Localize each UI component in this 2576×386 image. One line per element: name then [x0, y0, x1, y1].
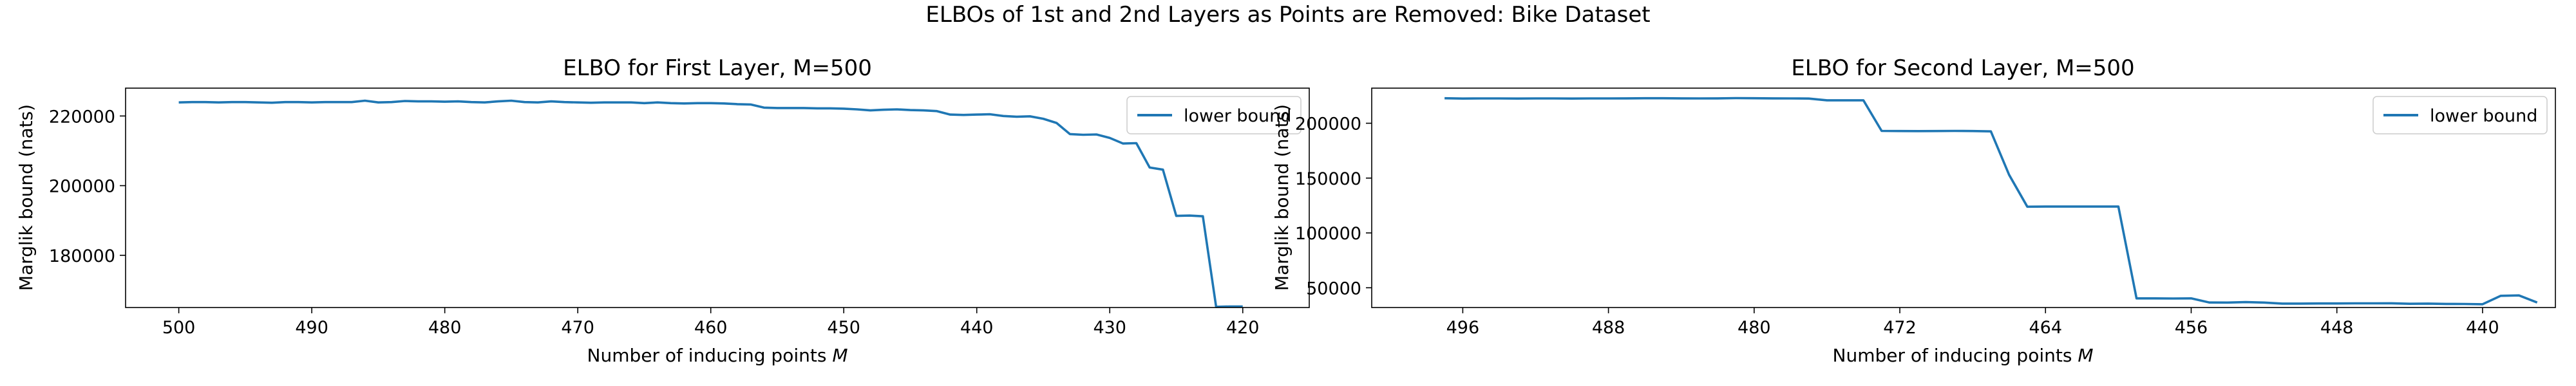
legend-label: lower bound: [1184, 106, 1291, 126]
legend: lower bound: [2372, 96, 2548, 134]
y-axis-label: Marglik bound (nats): [15, 104, 37, 291]
x-tick-label: 420: [1226, 318, 1260, 338]
axes-frame: [125, 87, 1310, 308]
y-tick-label: 180000: [49, 246, 115, 266]
plot-area: [178, 99, 1243, 308]
x-tick-label: 490: [295, 318, 328, 338]
y-tick-label: 200000: [49, 177, 115, 197]
axes-frame: [1371, 87, 2556, 308]
x-axis-label: Number of inducing points M: [587, 345, 848, 366]
y-tick-label: 50000: [1306, 279, 1361, 299]
x-tick-label: 488: [1592, 318, 1625, 338]
legend-box: [1126, 96, 1302, 134]
series-line-lower-bound: [178, 99, 1243, 308]
x-tick-label: 456: [2175, 318, 2208, 338]
legend-box: [2372, 96, 2548, 134]
y-axis-label: Marglik bound (nats): [1271, 104, 1293, 291]
y-tick-label: 150000: [1295, 169, 1361, 189]
x-tick-label: 430: [1093, 318, 1126, 338]
y-tick-label: 220000: [49, 107, 115, 127]
x-axis-label: Number of inducing points M: [1833, 345, 2094, 366]
figure-suptitle: ELBOs of 1st and 2nd Layers as Points ar…: [925, 2, 1650, 28]
x-tick-label: 496: [1446, 318, 1480, 338]
x-tick-label: 460: [694, 318, 728, 338]
x-tick-label: 500: [162, 318, 196, 338]
x-tick-label: 448: [2320, 318, 2354, 338]
x-tick-label: 480: [428, 318, 462, 338]
legend: lower bound: [1126, 96, 1302, 134]
x-tick-label: 440: [2466, 318, 2499, 338]
chart-panel-second-layer: ELBO for Second Layer, M=500 Number of i…: [1271, 55, 2556, 366]
y-tick-label: 100000: [1295, 224, 1361, 244]
x-tick-label: 450: [827, 318, 860, 338]
x-tick-label: 480: [1738, 318, 1771, 338]
x-tick-label: 464: [2029, 318, 2062, 338]
chart-title: ELBO for Second Layer, M=500: [1791, 55, 2134, 81]
series-line-lower-bound: [1444, 96, 2538, 306]
x-tick-label: 440: [960, 318, 994, 338]
chart-title: ELBO for First Layer, M=500: [563, 55, 872, 81]
x-tick-label: 470: [561, 318, 594, 338]
y-tick-label: 200000: [1295, 115, 1361, 134]
chart-panel-first-layer: ELBO for First Layer, M=500 Number of in…: [15, 55, 1310, 366]
x-tick-label: 472: [1883, 318, 1917, 338]
legend-label: lower bound: [2430, 106, 2537, 126]
plot-area: [1444, 96, 2538, 306]
